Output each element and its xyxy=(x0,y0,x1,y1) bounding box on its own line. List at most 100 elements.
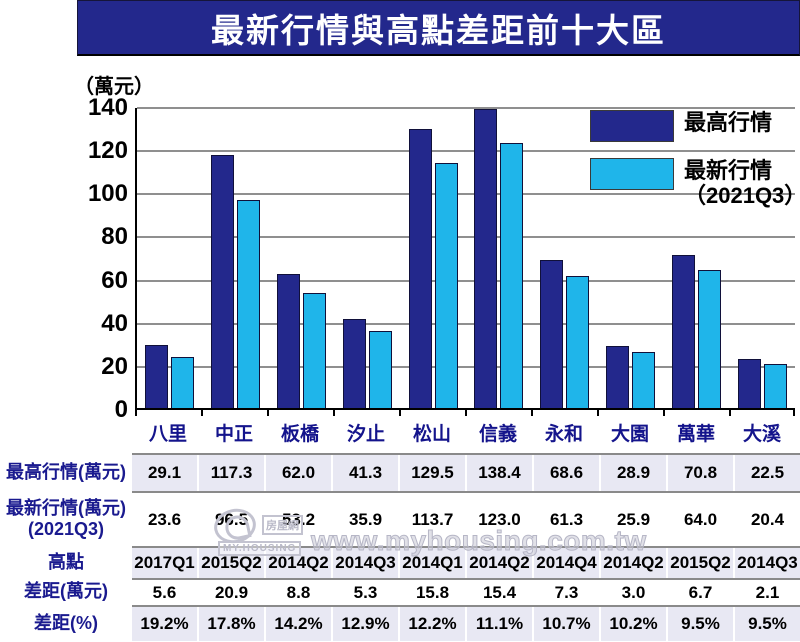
row-label-1: 最新行情(萬元) (2021Q3) xyxy=(0,491,132,546)
table-cell-4-8: 9.5% xyxy=(666,607,733,641)
bar-最新行情（2021Q3）-信義 xyxy=(500,142,524,408)
y-tick-label-120: 120 xyxy=(87,137,128,165)
gridline-60 xyxy=(137,279,795,282)
table-cell-3-3: 5.3 xyxy=(331,580,398,605)
table-cell-3-2: 8.8 xyxy=(264,580,331,605)
table-cell-0-4: 129.5 xyxy=(398,455,465,491)
row-label-line2: (2021Q3) xyxy=(27,518,105,539)
row-label-line1: 差距(%) xyxy=(34,612,98,633)
bar-最新行情（2021Q3）-汐止 xyxy=(368,330,392,408)
legend-label-1: 最新行情 （2021Q3） xyxy=(684,158,800,208)
legend-swatch-1 xyxy=(590,158,674,190)
table-cell-3-0: 5.6 xyxy=(152,582,177,602)
bar-chart-plot-area xyxy=(135,107,795,410)
chart-legend: 最高行情最新行情 （2021Q3） xyxy=(590,110,800,224)
bar-最高行情-八里 xyxy=(145,345,169,408)
row-label-4: 差距(%) xyxy=(0,605,132,641)
table-cell-2-5: 2014Q2 xyxy=(465,548,532,578)
category-group-八里 xyxy=(137,108,203,408)
row-label-0: 最高行情(萬元) xyxy=(0,453,132,491)
x-tick-10 xyxy=(793,410,795,416)
gridline-140 xyxy=(137,107,795,109)
row-label-line1: 差距(萬元) xyxy=(24,581,108,601)
category-group-永和 xyxy=(532,108,598,408)
row-cells-1: 23.6 96.5 53.2 35.9 113.7 123.0 61.3 25.9 64.0 20… xyxy=(132,491,800,546)
category-group-汐止 xyxy=(334,108,400,408)
gridline-80 xyxy=(137,236,795,239)
x-tick-4 xyxy=(399,410,401,416)
table-cell-3-7: 3.0 xyxy=(599,580,666,605)
bar-最新行情（2021Q3）-萬華 xyxy=(697,269,721,408)
table-cell-1-9: 20.4 xyxy=(733,493,800,546)
table-cell-2-7: 2014Q2 xyxy=(599,548,666,578)
y-tick-label-80: 80 xyxy=(101,223,128,251)
table-cell-1-0: 23.6 xyxy=(147,509,182,529)
table-row-3: 差距(萬元) 5.6 20.9 8.8 5.3 15.8 15.4 7.3 3.0 6.7 2.1 xyxy=(0,578,800,605)
table-cell-1-1: 96.5 xyxy=(197,493,264,546)
table-cell-2-1: 2015Q2 xyxy=(197,548,264,578)
y-tick-label-40: 40 xyxy=(101,309,128,337)
x-label-松山: 松山 xyxy=(412,424,451,445)
bar-最新行情（2021Q3）-永和 xyxy=(566,275,590,408)
table-cell-1-2: 53.2 xyxy=(264,493,331,546)
x-tick-7 xyxy=(597,410,599,416)
row-label-line1: 高點 xyxy=(48,551,84,572)
table-cell-0-2: 62.0 xyxy=(264,455,331,491)
bar-最高行情-板橋 xyxy=(276,274,300,408)
x-label-中正: 中正 xyxy=(214,424,253,445)
gridline-20 xyxy=(137,365,795,368)
x-label-萬華: 萬華 xyxy=(676,424,715,445)
row-label-line1: 最新行情(萬元) xyxy=(6,497,126,518)
x-label-信義: 信義 xyxy=(478,424,517,445)
category-group-板橋 xyxy=(269,108,335,408)
table-cell-3-1: 20.9 xyxy=(197,580,264,605)
table-cell-3-5: 15.4 xyxy=(465,580,532,605)
gridline-40 xyxy=(137,322,795,325)
legend-label-0: 最高行情 xyxy=(684,110,773,135)
x-tick-3 xyxy=(333,410,335,416)
row-label-3: 差距(萬元) xyxy=(0,578,132,605)
table-cell-1-3: 35.9 xyxy=(331,493,398,546)
legend-swatch-0 xyxy=(590,110,674,142)
x-label-板橋: 板橋 xyxy=(280,424,319,445)
category-group-松山 xyxy=(400,108,466,408)
table-cell-4-2: 14.2% xyxy=(264,607,331,641)
table-cell-4-9: 9.5% xyxy=(733,607,800,641)
table-cell-2-8: 2015Q2 xyxy=(666,548,733,578)
table-cell-0-8: 70.8 xyxy=(666,455,733,491)
bar-最高行情-大溪 xyxy=(737,359,761,408)
table-cell-4-4: 12.2% xyxy=(398,607,465,641)
table-cell-0-5: 138.4 xyxy=(465,455,532,491)
bar-最高行情-汐止 xyxy=(342,318,366,408)
table-cell-2-3: 2014Q3 xyxy=(331,548,398,578)
table-cell-4-1: 17.8% xyxy=(197,607,264,641)
table-cell-0-7: 28.9 xyxy=(599,455,666,491)
x-label-大園: 大園 xyxy=(610,424,649,445)
row-cells-3: 5.6 20.9 8.8 5.3 15.8 15.4 7.3 3.0 6.7 2.1 xyxy=(132,578,800,605)
x-tick-5 xyxy=(465,410,467,416)
gridline-120 xyxy=(137,150,795,153)
category-group-信義 xyxy=(466,108,532,408)
table-cell-2-6: 2014Q4 xyxy=(532,548,599,578)
bar-最新行情（2021Q3）-大溪 xyxy=(763,364,787,408)
table-cell-0-1: 117.3 xyxy=(197,455,264,491)
x-tick-6 xyxy=(531,410,533,416)
gridline-100 xyxy=(137,193,795,196)
bar-最高行情-大園 xyxy=(605,345,629,408)
x-tick-2 xyxy=(267,410,269,416)
y-axis-tick-labels: 0 20 40 60 80 100 120 140 xyxy=(60,95,128,423)
x-label-大溪: 大溪 xyxy=(742,424,781,445)
row-cells-4: 19.2% 17.8% 14.2% 12.9% 12.2% 11.1% 10.7% 10.2%… xyxy=(132,605,800,641)
legend-item-0: 最高行情 xyxy=(590,110,800,142)
bar-最高行情-萬華 xyxy=(671,255,695,408)
table-cell-3-6: 7.3 xyxy=(532,580,599,605)
x-axis-category-labels: 八里 中正 板橋 汐止 松山 信義 永和 大園 萬華 大溪 xyxy=(135,419,795,446)
x-tick-8 xyxy=(663,410,665,416)
x-label-八里: 八里 xyxy=(148,424,187,445)
table-cell-2-0: 2017Q1 xyxy=(132,548,197,578)
category-group-大溪 xyxy=(729,108,795,408)
y-tick-label-100: 100 xyxy=(87,180,128,208)
bar-最新行情（2021Q3）-松山 xyxy=(434,162,458,408)
table-cell-3-4: 15.8 xyxy=(398,580,465,605)
x-tick-9 xyxy=(729,410,731,416)
